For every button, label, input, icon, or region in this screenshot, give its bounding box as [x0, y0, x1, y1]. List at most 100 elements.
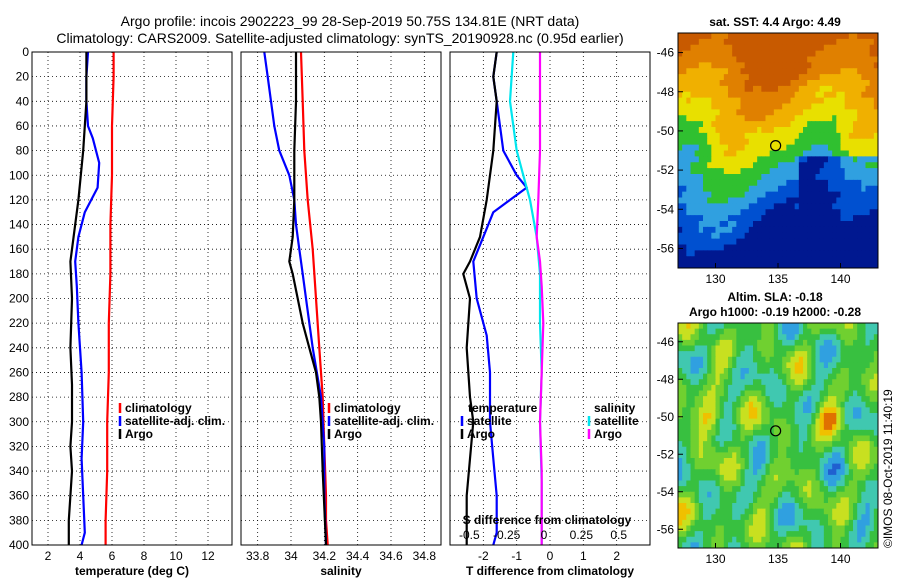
sst-map-cell: [794, 232, 800, 240]
sst-map-cell: [798, 244, 804, 251]
sst-map-cell: [686, 74, 691, 81]
sla-map-cell: [844, 401, 850, 408]
sst-map-cell: [690, 185, 696, 193]
sla-map-cell: [848, 491, 854, 498]
sla-map-cell: [682, 531, 687, 538]
sla-map-cell: [865, 435, 871, 442]
sla-map-cell: [686, 446, 691, 453]
sla-map-cell: [815, 345, 821, 352]
sla-map-cell: [861, 486, 866, 493]
sla-map-cell: [678, 334, 683, 341]
sst-map-cell: [832, 174, 837, 181]
sla-map-cell: [861, 491, 866, 498]
sst-map-cell: [844, 109, 850, 116]
sla-map-cell: [865, 323, 871, 330]
sla-map-cell: [811, 480, 816, 487]
sst-map-cell: [715, 91, 721, 99]
sla-map-cell: [786, 452, 791, 459]
sla-map-cell: [869, 474, 875, 482]
sla-map-cell: [678, 390, 683, 397]
sla-map-cell: [857, 514, 862, 521]
sst-map-cell: [744, 250, 750, 257]
sst-map-cell: [819, 215, 825, 222]
difference-profile-chart: -2 -1 0 1 2T difference from climatology-0.5…: [449, 51, 651, 578]
sla-map-cell: [819, 379, 825, 386]
sla-map-cell: [840, 424, 846, 431]
sst-map-cell: [803, 103, 808, 110]
sst-map-cell: [782, 162, 787, 169]
sla-map-cell: [786, 503, 791, 510]
sst-map-cell: [848, 144, 854, 152]
sst-map-cell: [778, 74, 783, 81]
sla-map-cell: [853, 542, 858, 549]
sst-map-cell: [869, 91, 875, 99]
sla-map-cell: [778, 525, 783, 532]
sla-map-cell: [828, 508, 833, 515]
sla-map-cell: [848, 446, 854, 453]
sst-map-cell: [711, 179, 716, 187]
sst-map-cell: [698, 150, 704, 157]
sst-map-cell: [711, 127, 716, 134]
sla-map-x-tick-label: 130: [705, 552, 725, 566]
sla-map-cell: [798, 373, 804, 380]
sst-map-cell: [698, 221, 704, 228]
sla-map-cell: [732, 435, 737, 442]
sla-map-cell: [719, 531, 725, 538]
sst-map-cell: [740, 138, 746, 146]
sst-map-cell: [757, 226, 762, 234]
sst-map-cell: [761, 50, 766, 58]
sst-map-cell: [773, 203, 779, 210]
sla-map-cell: [728, 396, 733, 403]
sst-map-cell: [744, 174, 750, 181]
sst-map-cell: [715, 197, 721, 204]
sst-map-cell: [836, 115, 841, 122]
sla-map-cell: [778, 446, 783, 453]
sla-map-cell: [728, 441, 733, 448]
sla-map-cell: [778, 480, 783, 487]
sst-map-cell: [732, 33, 737, 40]
sst-map-cell: [748, 244, 754, 251]
sst-map-cell: [823, 38, 829, 46]
sst-map-cell: [698, 238, 704, 246]
sla-map-cell: [765, 413, 771, 420]
sst-map-cell: [811, 203, 816, 210]
sst-map-cell: [823, 226, 829, 234]
sla-map-cell: [744, 474, 750, 482]
sla-map-cell: [719, 519, 725, 527]
sst-map-cell: [765, 33, 771, 40]
sst-map-cell: [744, 33, 750, 40]
sla-map-cell: [728, 351, 733, 358]
sst-map-cell: [848, 38, 854, 46]
sst-map-cell: [694, 50, 700, 58]
temperature-y-tick-label: 140: [9, 218, 29, 232]
sla-map-cell: [853, 519, 858, 527]
sst-map-cell: [728, 127, 733, 134]
sst-map-cell: [844, 209, 850, 216]
sla-map-cell: [740, 390, 746, 397]
sst-map-cell: [723, 38, 729, 46]
sla-map-cell: [836, 519, 841, 527]
sla-map-cell: [811, 356, 816, 363]
sst-map-cell: [773, 33, 779, 40]
sla-map-cell: [678, 384, 683, 392]
sla-map-cell: [753, 390, 758, 397]
sst-map-cell: [815, 33, 821, 40]
sla-map-cell: [765, 328, 771, 335]
sst-map-cell: [736, 44, 741, 52]
sla-map-cell: [807, 542, 812, 549]
sst-map-cell: [719, 80, 725, 87]
sst-map-cell: [678, 91, 683, 99]
sla-map-cell: [790, 413, 796, 420]
sla-map-cell: [732, 531, 737, 538]
sla-map-cell: [873, 525, 879, 532]
sla-map-cell: [723, 469, 729, 476]
sla-map-cell: [869, 345, 875, 352]
sst-map-cell: [782, 138, 787, 146]
sla-map-cell: [782, 542, 787, 549]
sla-map-cell: [782, 531, 787, 538]
sst-map-cell: [703, 221, 708, 228]
sst-map-cell: [836, 44, 841, 52]
sst-map-cell: [873, 50, 879, 58]
sst-map-cell: [840, 215, 846, 222]
sst-map-cell: [869, 115, 875, 122]
